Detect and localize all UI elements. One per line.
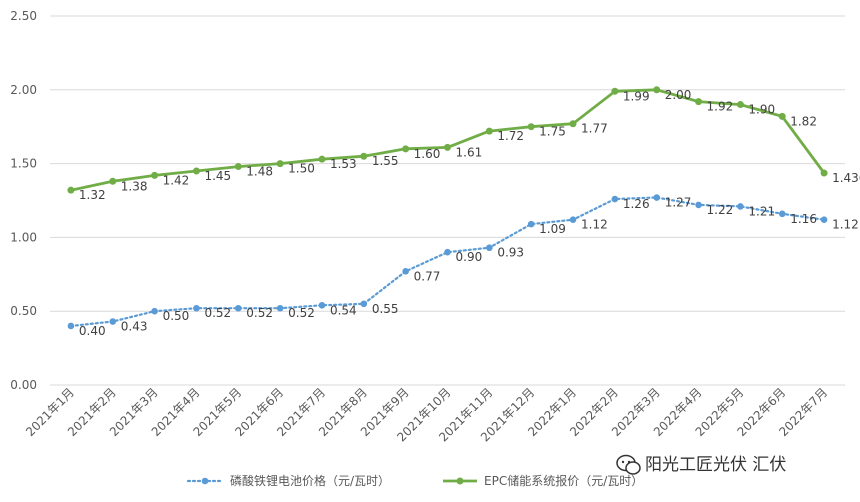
battery-price-label: 1.12 xyxy=(832,218,859,232)
epc-price-label: 1.72 xyxy=(497,129,524,143)
epc-price-point xyxy=(736,101,744,109)
battery-price-label: 0.52 xyxy=(204,306,231,320)
legend-battery-marker xyxy=(201,477,209,485)
epc-price-label: 1.55 xyxy=(372,154,399,168)
epc-price-label: 1.75 xyxy=(539,125,566,139)
epc-price-label: 1.32 xyxy=(79,188,106,202)
y-tick-label: 1.50 xyxy=(10,157,37,171)
epc-price-point xyxy=(485,127,493,135)
battery-price-point xyxy=(67,322,75,330)
series-lines xyxy=(67,86,828,330)
epc-price-point xyxy=(234,163,242,171)
epc-price-label: 1.99 xyxy=(623,89,650,103)
watermark-text: 阳光工匠光伏 汇伏 xyxy=(645,455,786,475)
epc-price-point xyxy=(67,186,75,194)
battery-price-point xyxy=(527,220,535,228)
wechat-icon xyxy=(616,454,641,475)
epc-price-label: 1.48 xyxy=(246,165,273,179)
epc-price-label: 1.38 xyxy=(121,179,148,193)
epc-price-label: 1.77 xyxy=(581,122,608,136)
legend-epc-label: EPC储能系统报价（元/瓦时） xyxy=(484,473,643,488)
battery-price-label: 1.27 xyxy=(665,196,692,210)
battery-price-label: 0.40 xyxy=(79,324,106,338)
battery-price-label: 1.26 xyxy=(623,197,650,211)
legend-battery-label: 磷酸铁锂电池价格（元/瓦时） xyxy=(230,473,390,488)
epc-price-label: 1.90 xyxy=(748,103,775,117)
epc-price-point xyxy=(276,160,284,168)
battery-price-label: 1.09 xyxy=(539,222,566,236)
battery-price-point xyxy=(444,248,451,256)
epc-price-label: 1.82 xyxy=(790,114,817,128)
battery-price-point xyxy=(360,300,368,308)
epc-price-point xyxy=(527,123,535,131)
battery-price-point xyxy=(653,194,661,201)
battery-price-point xyxy=(109,318,117,325)
epc-price-point xyxy=(820,169,828,177)
battery-price-label: 0.90 xyxy=(456,250,483,264)
epc-price-label: 1.92 xyxy=(707,100,734,114)
data-labels: 0.40 0.43 0.50 0.52 0.52 0.52 0.54 0.55 0.77 0.90… xyxy=(79,88,860,338)
epc-price-label: 1.50 xyxy=(288,162,315,176)
legend: 磷酸铁锂电池价格（元/瓦时） EPC储能系统报价（元/瓦时） xyxy=(186,473,643,488)
epc-price-point xyxy=(778,112,786,120)
battery-price-label: 0.93 xyxy=(497,246,524,260)
battery-price-point xyxy=(151,307,158,315)
epc-price-label: 1.60 xyxy=(414,147,441,161)
epc-price-point xyxy=(151,171,159,179)
battery-price-label: 0.54 xyxy=(330,303,357,317)
x-axis: 2021年1月2021年2月2021年3月2021年4月2021年5月2021年… xyxy=(23,385,830,444)
epc-price-point xyxy=(569,120,577,128)
battery-price-point xyxy=(276,304,284,312)
battery-price-label: 0.77 xyxy=(414,269,441,283)
battery-price-label: 0.55 xyxy=(372,302,399,316)
gridlines xyxy=(50,15,845,386)
battery-price-label: 0.43 xyxy=(121,320,148,334)
battery-price-point xyxy=(569,216,577,223)
epc-price-point xyxy=(360,152,368,160)
epc-price-point xyxy=(402,145,410,153)
watermark: 阳光工匠光伏 汇伏 xyxy=(616,454,786,475)
battery-price-point xyxy=(695,201,702,209)
epc-price-point xyxy=(318,155,326,163)
battery-price-point xyxy=(234,304,242,312)
battery-price-label: 1.21 xyxy=(748,204,775,218)
battery-price-point xyxy=(611,195,619,203)
epc-price-point xyxy=(192,167,200,175)
epc-price-point xyxy=(695,98,703,106)
epc-price-point xyxy=(653,86,661,94)
battery-price-point xyxy=(402,268,409,275)
battery-price-point xyxy=(778,210,786,218)
battery-price-label: 1.16 xyxy=(790,212,817,226)
battery-price-label: 0.52 xyxy=(246,306,273,320)
epc-price-label: 1.42 xyxy=(163,173,190,187)
y-tick-label: 2.50 xyxy=(10,9,37,23)
epc-price-label: 1.45 xyxy=(204,169,231,183)
epc-price-point xyxy=(109,177,117,185)
battery-price-point xyxy=(820,216,828,223)
battery-price-point xyxy=(737,203,744,210)
epc-price-label: 1.61 xyxy=(456,145,483,159)
battery-price-label: 1.12 xyxy=(581,218,608,232)
epc-price-label: 2.00 xyxy=(665,88,692,102)
battery-price-label: 1.22 xyxy=(707,203,734,217)
y-tick-label: 0.50 xyxy=(10,304,37,318)
battery-price-label: 0.50 xyxy=(163,309,190,323)
battery-price-point xyxy=(318,301,326,309)
y-tick-label: 2.00 xyxy=(10,83,37,97)
battery-price-point xyxy=(193,304,200,312)
y-axis: 0.00 0.50 1.00 1.50 2.00 2.50 xyxy=(10,9,37,392)
epc-price-label: 1.436 xyxy=(832,171,860,185)
battery-price-point xyxy=(486,244,493,252)
epc-price-label: 1.53 xyxy=(330,157,357,171)
epc-price-point xyxy=(611,87,619,95)
battery-price-label: 0.52 xyxy=(288,306,315,320)
y-tick-label: 1.00 xyxy=(10,230,37,244)
legend-epc-marker xyxy=(456,477,464,485)
y-tick-label: 0.00 xyxy=(10,378,37,392)
epc-price-point xyxy=(444,143,451,151)
